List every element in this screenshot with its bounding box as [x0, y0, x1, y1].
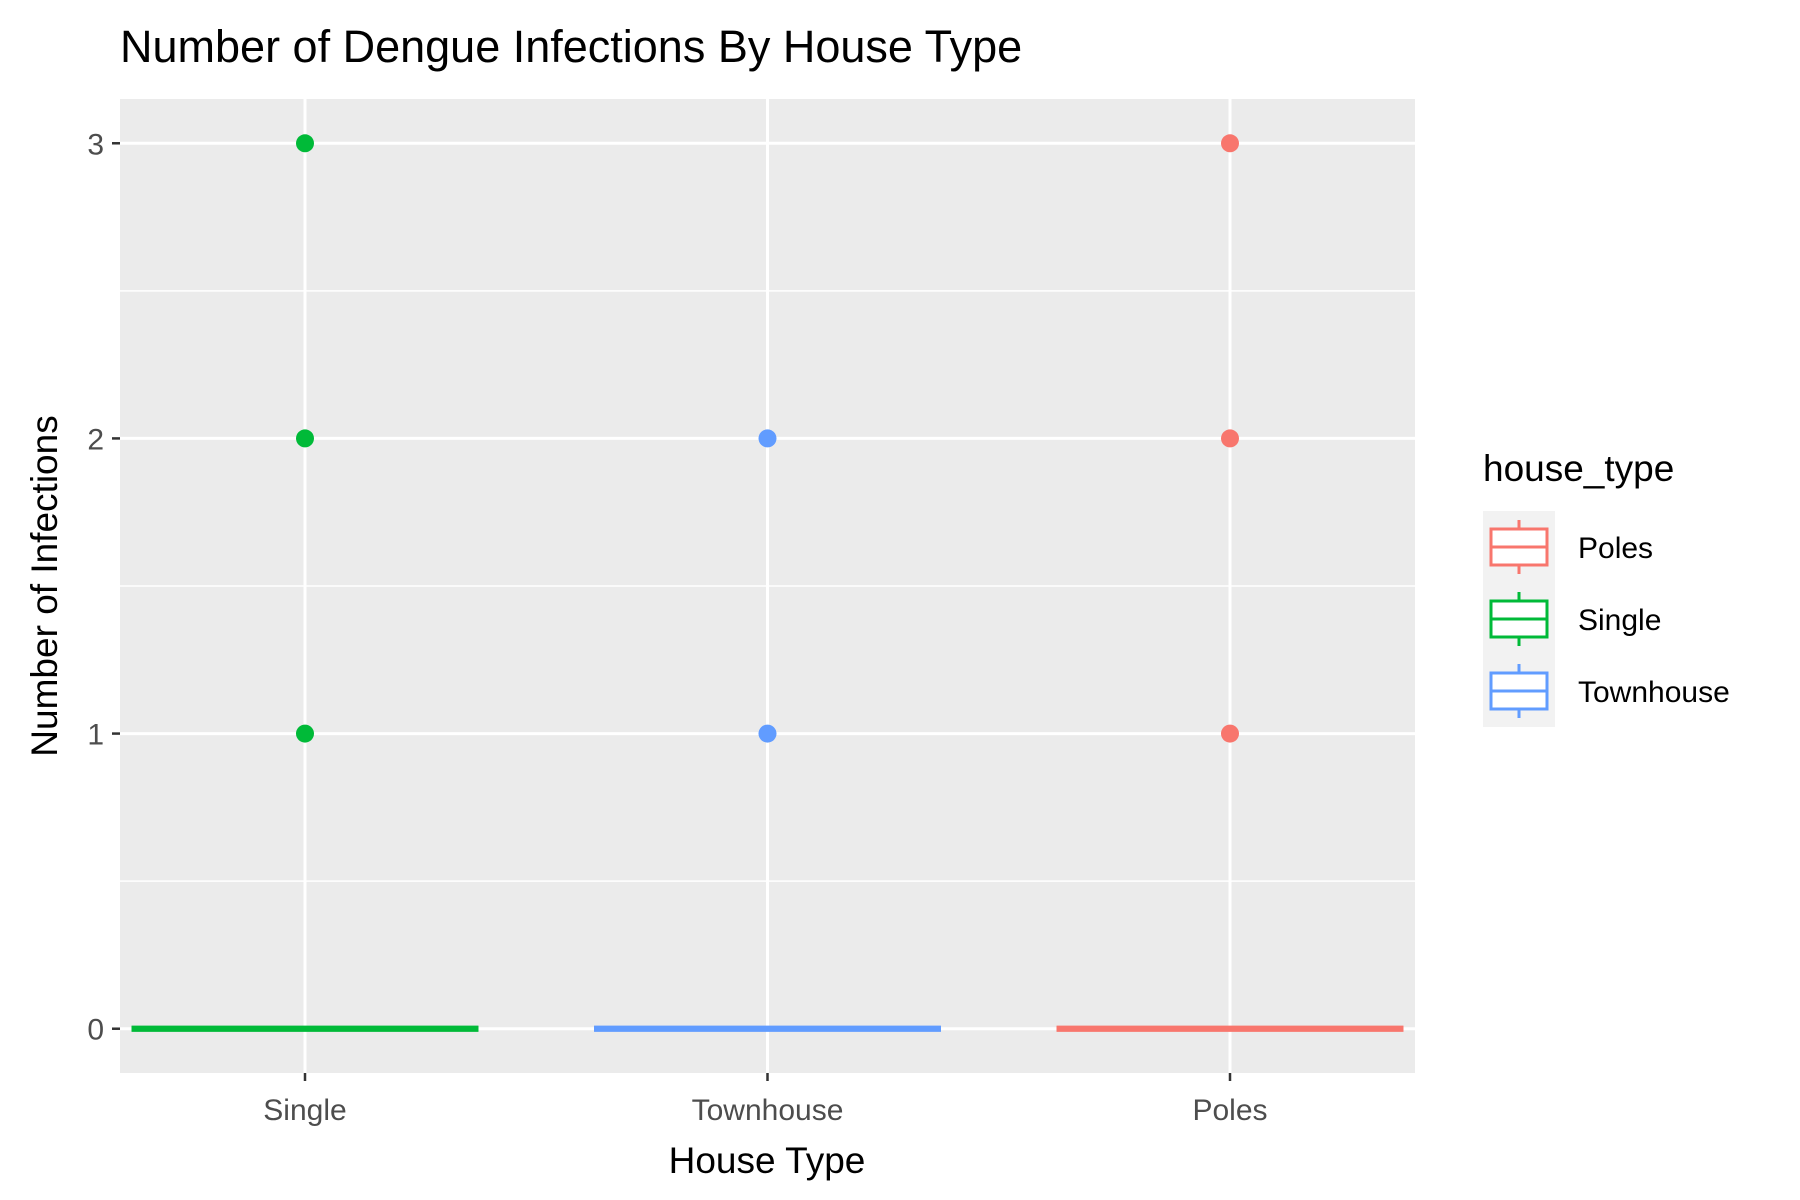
y-tick-label: 1	[87, 719, 104, 752]
x-tick-label: Single	[263, 1094, 346, 1127]
x-tick-label: Townhouse	[692, 1094, 844, 1127]
outlier-point	[1221, 429, 1239, 448]
outlier-point	[1221, 724, 1239, 743]
legend-entries: Poles Single Townhouse	[1489, 520, 1730, 718]
outlier-point	[296, 724, 314, 743]
legend-entry: Poles	[1489, 520, 1653, 574]
outlier-point	[296, 429, 314, 448]
y-axis-title: Number of Infections	[24, 415, 65, 756]
outlier-point	[758, 429, 777, 448]
outlier-points	[296, 134, 1239, 743]
legend-label: Townhouse	[1578, 676, 1730, 709]
outlier-point	[1221, 134, 1239, 153]
x-axis-title: House Type	[669, 1140, 866, 1181]
boxplots	[131, 1025, 1404, 1032]
legend-entry: Townhouse	[1489, 664, 1730, 718]
chart-title: Number of Dengue Infections By House Typ…	[120, 21, 1022, 72]
x-axis: Single Townhouse Poles	[263, 1073, 1268, 1127]
legend-label: Poles	[1578, 532, 1653, 565]
y-tick-label: 2	[87, 423, 104, 456]
legend-title: house_type	[1483, 448, 1674, 489]
outlier-point	[296, 134, 314, 153]
legend-entry: Single	[1489, 592, 1661, 646]
legend: house_type Poles Single Townhouse	[1483, 448, 1730, 727]
y-axis: 0 1 2 3	[87, 128, 120, 1047]
outlier-point	[758, 724, 777, 743]
y-tick-label: 3	[87, 128, 104, 161]
legend-label: Single	[1578, 604, 1661, 637]
x-tick-label: Poles	[1192, 1094, 1267, 1127]
y-tick-label: 0	[87, 1014, 104, 1047]
